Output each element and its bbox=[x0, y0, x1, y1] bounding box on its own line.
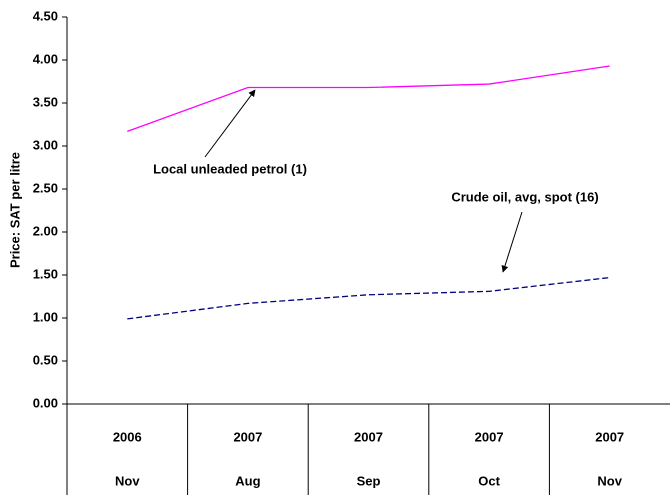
y-tick-label: 0.50 bbox=[33, 352, 58, 367]
series-line bbox=[127, 65, 610, 132]
y-tick-label: 3.50 bbox=[33, 94, 58, 109]
series-line bbox=[127, 276, 610, 320]
x-tick-label: Aug bbox=[235, 473, 260, 488]
y-tick-label: 0.00 bbox=[33, 395, 58, 410]
y-tick-label: 1.50 bbox=[33, 266, 58, 281]
annotation-arrow bbox=[501, 211, 523, 273]
series-label: Local unleaded petrol (1) bbox=[153, 161, 307, 176]
x-tick-label: Nov bbox=[597, 473, 622, 488]
x-tick-label: 2007 bbox=[595, 429, 624, 444]
x-tick-label: 2006 bbox=[113, 429, 142, 444]
series-label: Crude oil, avg, spot (16) bbox=[451, 189, 598, 204]
y-axis-label: Price: SAT per litre bbox=[7, 152, 22, 268]
y-tick-label: 4.50 bbox=[33, 8, 58, 23]
y-tick-label: 3.00 bbox=[33, 137, 58, 152]
y-tick-label: 2.00 bbox=[33, 223, 58, 238]
x-tick-label: 2007 bbox=[475, 429, 504, 444]
x-tick-label: Nov bbox=[115, 473, 140, 488]
x-tick-label: Oct bbox=[478, 473, 500, 488]
annotation-arrow bbox=[204, 89, 256, 158]
x-tick-label: 2007 bbox=[233, 429, 262, 444]
y-tick-label: 1.00 bbox=[33, 309, 58, 324]
x-tick-label: 2007 bbox=[354, 429, 383, 444]
y-tick-label: 2.50 bbox=[33, 180, 58, 195]
y-tick-label: 4.00 bbox=[33, 51, 58, 66]
x-tick-label: Sep bbox=[357, 473, 381, 488]
